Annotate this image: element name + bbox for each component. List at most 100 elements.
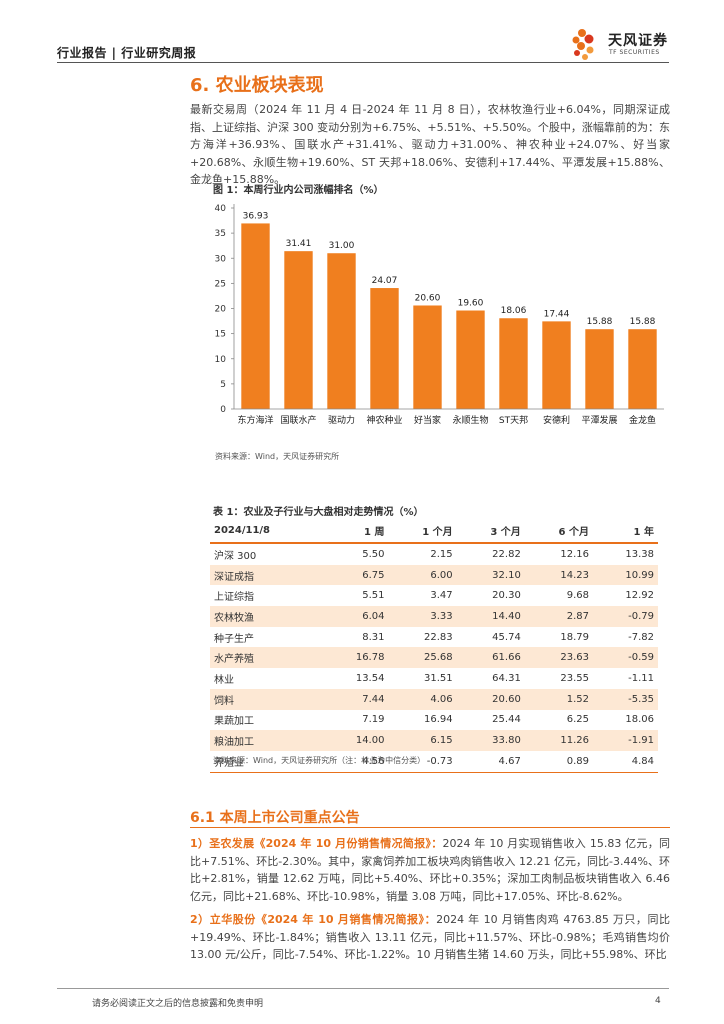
table-cell: 6.04 xyxy=(323,606,389,627)
announcement-text: 2024 年 10 月实现销售收入 15.83 亿元，同比+7.51%、环比-2… xyxy=(190,837,670,903)
table-cell: 23.55 xyxy=(560,672,589,684)
table-cell: 3.47 xyxy=(430,590,453,602)
y-tick-label: 0 xyxy=(220,405,226,415)
table-source: 资料来源：Wind，天风证券研究所（注：林业为中信分类） xyxy=(213,756,426,765)
section-heading: 6. 农业板块表现 xyxy=(190,75,324,96)
figure-caption: 图 1：本周行业内公司涨幅排名（%） xyxy=(213,185,384,196)
bar xyxy=(499,318,528,409)
table-row: 农林牧渔 6.04 3.33 14.40 2.87 -0.79 xyxy=(210,606,658,627)
table-cell: 31.51 xyxy=(424,672,453,684)
x-tick-label: 金龙鱼 xyxy=(629,414,656,426)
table-cell: -7.82 xyxy=(628,631,654,643)
bar-value-label: 36.93 xyxy=(243,211,269,221)
table-cell: 5.50 xyxy=(362,548,385,560)
bar-value-label: 15.88 xyxy=(630,317,656,327)
table-cell: 1.52 xyxy=(524,688,593,710)
table-column-header: 6 个月 xyxy=(524,518,593,544)
table-row: 沪深 300 5.50 2.15 22.82 12.16 13.38 xyxy=(210,543,658,565)
bar xyxy=(284,251,313,409)
table-column-header: 1 个月 xyxy=(388,518,457,544)
x-tick-label: 东方海洋 xyxy=(237,414,273,426)
row-label: 饲料 xyxy=(210,688,324,710)
bar xyxy=(456,310,485,409)
table-cell: 6.75 xyxy=(323,564,389,586)
y-tick-label: 5 xyxy=(220,380,226,390)
bar xyxy=(413,305,442,409)
table-cell: 22.83 xyxy=(424,631,453,643)
footer-divider xyxy=(57,988,669,989)
bar-value-label: 20.60 xyxy=(415,293,441,303)
table-cell: 14.00 xyxy=(323,730,389,751)
table-cell: 10.99 xyxy=(592,564,658,586)
bar xyxy=(327,253,356,409)
row-label: 粮油加工 xyxy=(210,730,324,751)
table-cell: 0.89 xyxy=(524,750,593,773)
table-cell: 20.30 xyxy=(492,590,521,602)
table-cell: 7.44 xyxy=(323,688,389,710)
table-row: 养殖业 4.56 -0.73 4.67 0.89 4.84 xyxy=(210,750,658,773)
page-number: 4 xyxy=(655,996,661,1006)
table-cell: 11.26 xyxy=(524,730,593,751)
table-cell: -5.35 xyxy=(592,688,658,710)
table-cell: 5.51 xyxy=(362,590,385,602)
report-type: 行业报告 | 行业研究周报 xyxy=(57,46,197,60)
table-cell: 4.06 xyxy=(388,688,457,710)
table-cell: 16.78 xyxy=(323,647,389,669)
table-cell: -0.79 xyxy=(592,606,658,627)
table-cell: 2.15 xyxy=(430,548,453,560)
announcement-item: 2）立华股份《2024 年 10 月销售情况简报》：2024 年 10 月销售肉… xyxy=(190,911,670,964)
bar-value-label: 18.06 xyxy=(501,306,527,316)
x-tick-label: 好当家 xyxy=(414,414,441,426)
bar-value-label: 24.07 xyxy=(372,276,398,286)
table-cell: 45.74 xyxy=(492,631,521,643)
table-column-header: 3 个月 xyxy=(456,518,525,544)
y-tick-label: 10 xyxy=(215,355,227,365)
announcement-item: 1）圣农发展《2024 年 10 月份销售情况简报》：2024 年 10 月实现… xyxy=(190,835,670,905)
table-cell: 2.87 xyxy=(524,606,593,627)
bar-value-label: 17.44 xyxy=(544,309,570,319)
table-cell: 12.16 xyxy=(560,548,589,560)
row-label: 沪深 300 xyxy=(214,550,257,562)
table-cell: 33.80 xyxy=(456,730,525,751)
table-caption: 表 1：农业及子行业与大盘相对走势情况（%） xyxy=(213,507,424,518)
y-tick-label: 25 xyxy=(215,279,226,289)
x-tick-label: 驱动力 xyxy=(328,414,355,426)
x-tick-label: 安德利 xyxy=(543,414,570,426)
table-cell: 13.54 xyxy=(355,672,385,684)
row-label: 上证综指 xyxy=(214,592,254,604)
table-row: 粮油加工 14.00 6.15 33.80 11.26 -1.91 xyxy=(210,730,658,751)
announcement-title: 2）立华股份《2024 年 10 月销售情况简报》： xyxy=(190,913,437,926)
y-tick-label: 30 xyxy=(215,254,227,264)
table-row: 种子生产 8.31 22.83 45.74 18.79 -7.82 xyxy=(210,627,658,648)
announcement-text: 2024 年 10 月销售肉鸡 4763.85 万只，同比+19.49%、环比-… xyxy=(190,913,670,961)
table-cell: 23.63 xyxy=(524,647,593,669)
table-row: 果蔬加工 7.19 16.94 25.44 6.25 18.06 xyxy=(210,710,658,731)
table-cell: 6.00 xyxy=(388,564,457,586)
bar-value-label: 31.00 xyxy=(329,241,355,251)
x-tick-label: 神农种业 xyxy=(366,414,402,426)
table-cell: 13.38 xyxy=(625,548,654,560)
table-cell: 61.66 xyxy=(456,647,525,669)
row-label: 种子生产 xyxy=(214,633,254,645)
bar-value-label: 31.41 xyxy=(286,239,312,249)
bar xyxy=(628,329,657,409)
table-cell: 6.15 xyxy=(388,730,457,751)
table-cell: 32.10 xyxy=(456,564,525,586)
row-label: 农林牧渔 xyxy=(210,606,324,627)
row-label: 养殖业 xyxy=(210,750,324,773)
table-cell: 12.92 xyxy=(625,590,654,602)
table-cell: 16.94 xyxy=(424,714,453,726)
bar xyxy=(241,223,270,409)
table-cell: 14.40 xyxy=(456,606,525,627)
table-column-header: 1 周 xyxy=(323,518,389,544)
row-label: 深证成指 xyxy=(210,564,324,586)
y-tick-label: 20 xyxy=(215,305,227,315)
x-tick-label: ST天邦 xyxy=(499,414,528,426)
footer-disclaimer: 请务必阅读正文之后的信息披露和免责申明 xyxy=(92,999,264,1009)
row-label: 果蔬加工 xyxy=(214,716,254,728)
table-cell: -1.91 xyxy=(592,730,658,751)
table-cell: 8.31 xyxy=(362,631,385,643)
table-cell: 64.31 xyxy=(492,672,521,684)
table-cell: 25.68 xyxy=(388,647,457,669)
